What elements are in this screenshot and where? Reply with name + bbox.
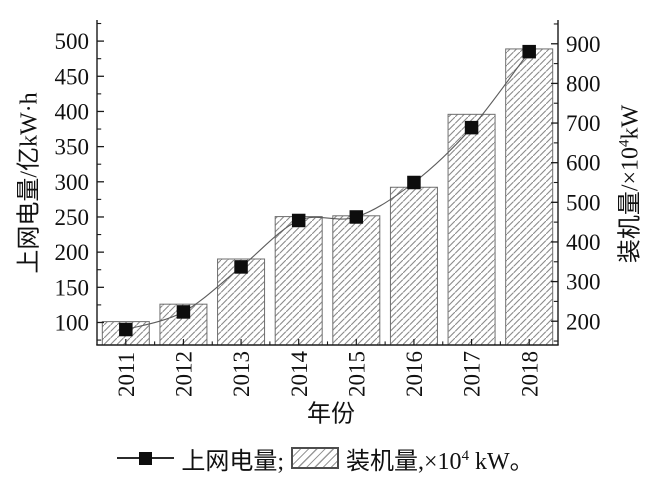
right-axis-tick-label: 400 [566, 230, 601, 255]
x-axis-tick-label: 2016 [402, 351, 427, 397]
left-axis-tick-label: 100 [55, 311, 90, 336]
line-marker-2015 [349, 210, 364, 224]
left-axis-tick-label: 400 [55, 100, 90, 125]
right-axis-tick-label: 800 [566, 71, 601, 96]
bar-2014 [274, 216, 323, 346]
line-marker-2012 [176, 305, 191, 319]
right-axis-tick-label: 300 [566, 270, 601, 295]
left-axis-tick-label: 150 [55, 275, 90, 300]
right-axis-title-suffix: kW [617, 104, 644, 140]
left-axis-tick-label: 450 [55, 64, 90, 89]
legend-bar-label-prefix: 装机量,×10 [346, 448, 462, 475]
left-axis-tick-label: 350 [55, 135, 90, 160]
x-axis-tick-label: 2018 [517, 351, 542, 397]
x-axis-tick-label: 2017 [460, 351, 485, 397]
line-marker-2018 [522, 44, 536, 59]
right-axis-tick-label: 500 [566, 190, 601, 215]
right-axis-tick-label: 900 [566, 32, 601, 57]
x-axis-title: 年份 [307, 401, 355, 428]
legend-label-bar-series: 装机量,×104 kW。 [346, 441, 534, 476]
chart-canvas: 100 150 200 250 300 350 400 450 500 200 300 400 500 6… [55, 20, 601, 398]
right-axis-tick-label: 600 [566, 151, 601, 176]
line-marker-2014 [291, 213, 306, 228]
left-axis-tick-label: 300 [55, 170, 90, 195]
left-axis-tick-label: 200 [55, 240, 90, 265]
right-axis-title: 装机量/×104kW [610, 105, 645, 263]
legend-line-sample [117, 451, 175, 466]
left-axis-tick-label: 500 [55, 29, 90, 54]
line-marker-2013 [234, 260, 248, 274]
bar-2017 [447, 113, 496, 346]
x-axis-tick-label: 2011 [114, 352, 139, 397]
right-axis-title-prefix: 装机量/×10 [617, 146, 644, 264]
bar-2016 [389, 186, 438, 346]
x-axis-tick-label: 2012 [171, 351, 196, 397]
left-axis-title: 上网电量/亿kW·h [16, 92, 43, 274]
right-axis-tick-label: 700 [566, 111, 601, 136]
legend-bar-label-superscript: 4 [461, 447, 469, 464]
bar-2015 [332, 215, 381, 346]
bar-2018 [505, 48, 554, 346]
x-axis-tick-label: 2014 [287, 351, 312, 398]
line-marker-2017 [464, 120, 479, 135]
x-axis-tick-label: 2015 [344, 351, 369, 397]
legend-bar-label-suffix: kW。 [469, 448, 534, 475]
legend-bar-swatch [291, 447, 340, 469]
line-marker-2016 [407, 175, 421, 190]
line-marker-2011 [119, 322, 133, 337]
right-axis-tick-label: 200 [566, 309, 601, 334]
square-marker-icon [139, 451, 153, 465]
x-axis-tick-label: 2013 [229, 351, 254, 397]
right-axis-title-superscript: 4 [616, 139, 633, 147]
left-axis-tick-label: 250 [55, 205, 90, 230]
chart-legend: 上网电量; 装机量,×104 kW。 [0, 441, 651, 475]
legend-label-line-series: 上网电量; [181, 448, 285, 475]
